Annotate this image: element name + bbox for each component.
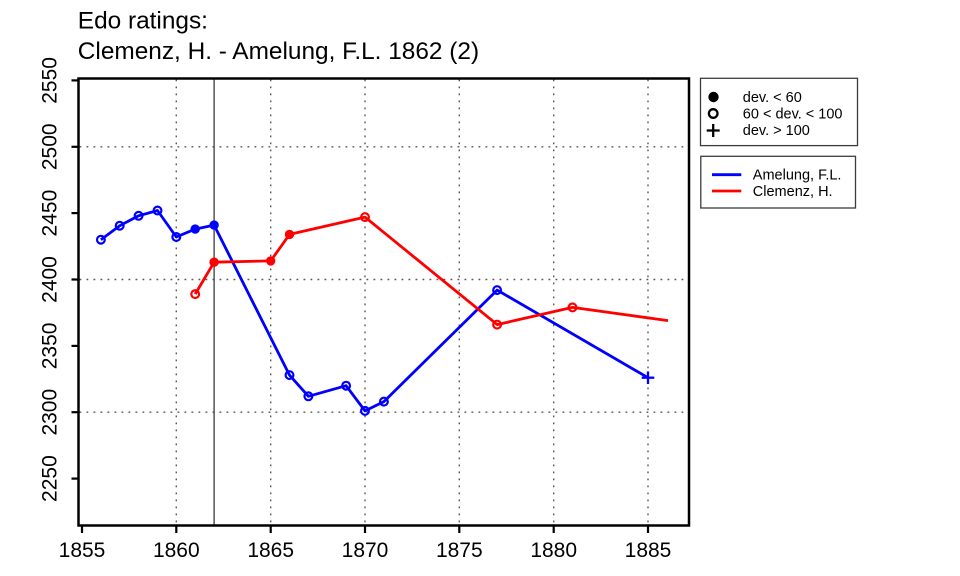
svg-text:1880: 1880 bbox=[530, 539, 577, 562]
svg-text:60 < dev. < 100: 60 < dev. < 100 bbox=[743, 107, 843, 123]
svg-text:1870: 1870 bbox=[342, 539, 389, 562]
svg-text:1855: 1855 bbox=[59, 539, 106, 562]
svg-text:2250: 2250 bbox=[39, 455, 62, 502]
svg-text:1875: 1875 bbox=[436, 539, 483, 562]
svg-text:2450: 2450 bbox=[39, 190, 62, 237]
svg-text:2500: 2500 bbox=[39, 123, 62, 170]
svg-text:dev. < 60: dev. < 60 bbox=[743, 90, 802, 106]
svg-text:dev. > 100: dev. > 100 bbox=[743, 123, 810, 139]
svg-text:2350: 2350 bbox=[39, 323, 62, 370]
svg-text:2400: 2400 bbox=[39, 256, 62, 303]
svg-text:Edo ratings:: Edo ratings: bbox=[78, 7, 208, 34]
svg-text:1865: 1865 bbox=[247, 539, 294, 562]
svg-text:2550: 2550 bbox=[39, 57, 62, 104]
svg-text:Clemenz, H. - Amelung, F.L. 18: Clemenz, H. - Amelung, F.L. 1862 (2) bbox=[78, 38, 479, 65]
svg-text:1885: 1885 bbox=[625, 539, 672, 562]
svg-text:Amelung, F.L.: Amelung, F.L. bbox=[753, 168, 842, 184]
svg-text:2300: 2300 bbox=[39, 389, 62, 436]
svg-text:Clemenz, H.: Clemenz, H. bbox=[753, 184, 833, 200]
svg-text:1860: 1860 bbox=[153, 539, 200, 562]
